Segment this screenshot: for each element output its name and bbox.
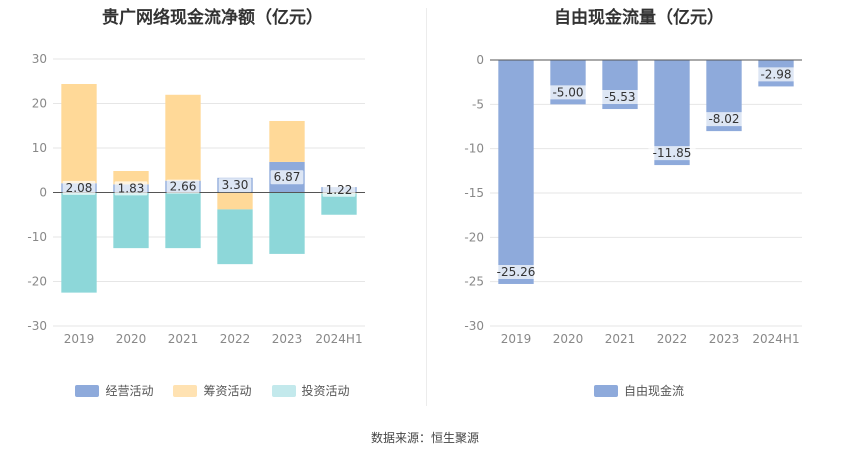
data-label-bg [648,146,696,161]
y-tick-label: 0 [39,186,47,200]
legend-item-investing[interactable]: 投资活动 [271,382,350,399]
legend-item-operating[interactable]: 经营活动 [75,382,153,399]
net-cashflow-chart-panel: 贵广网络现金流净额（亿元） 30 20 10 0 -10 -20 -30 2019 2020 20… [0,8,425,399]
y-tick-label: -30 [27,319,47,333]
bar-investing-2023[interactable] [269,192,305,254]
legend-swatch-free-cashflow [593,384,618,397]
bar-financing-2020[interactable] [113,171,149,185]
x-tick-label: 2024H1 [315,332,362,346]
legend-swatch-operating [75,384,100,397]
y-tick-label: 0 [476,53,484,67]
x-tick-label: 2024H1 [752,332,799,346]
net-cashflow-chart: 30 20 10 0 -10 -20 -30 2019 2020 2021 2022 2023 2024… [27,52,365,346]
y-tick-label: -10 [27,230,47,244]
y-tick-label: 20 [32,97,47,111]
data-label-operating-2023: 6.87 [274,170,301,184]
net-cashflow-legend: 经营活动 筹资活动 投资活动 [0,382,425,399]
data-label-bg [114,181,148,196]
data-label-operating-2020: 1.83 [118,181,145,195]
data-label-bg [756,67,796,82]
data-label-bg [166,179,200,194]
data-label-free-cashflow-2024H1: -2.98 [760,67,791,81]
bar-financing-2022[interactable] [217,192,253,210]
bar-financing-2023[interactable] [269,120,305,162]
free-cashflow-chart-title: 自由现金流量（亿元） [554,8,724,28]
data-label-operating-2024H1: 1.22 [326,183,353,197]
y-tick-label: -10 [464,142,484,156]
data-label-bg [270,170,304,185]
x-tick-label: 2023 [272,332,303,346]
y-tick-label: -20 [27,275,47,289]
legend-swatch-financing [173,384,198,397]
x-tick-label: 2020 [553,332,584,346]
y-tick-label: 10 [32,141,47,155]
bar-investing-2019[interactable] [61,192,97,293]
x-tick-label: 2021 [168,332,199,346]
bar-investing-2021[interactable] [165,192,201,249]
data-label-bg [704,112,744,127]
x-tick-label: 2022 [657,332,688,346]
legend-label-financing: 筹资活动 [203,384,252,398]
data-label-bg [492,264,540,279]
legend-label-operating: 经营活动 [105,384,154,398]
bar-investing-2024H1[interactable] [321,193,357,215]
panel-divider [426,8,427,406]
data-label-free-cashflow-2022: -11.85 [653,146,692,160]
legend-swatch-investing [271,384,296,397]
bar-investing-2020[interactable] [113,192,149,249]
x-tick-label: 2019 [501,332,532,346]
y-tick-label: 30 [32,52,47,66]
data-label-operating-2019: 2.08 [66,181,93,195]
free-cashflow-chart-panel: 自由现金流量（亿元） 0 -5 -10 -15 -20 -25 -30 2019 2020 202… [428,0,850,459]
data-source-note: 数据来源：恒生聚源 [370,431,479,445]
bar-financing-2021[interactable] [165,94,201,181]
free-cashflow-legend: 自由现金流 [428,382,850,399]
x-tick-label: 2020 [116,332,147,346]
data-label-free-cashflow-2020: -5.00 [552,85,583,99]
bar-free-cashflow-2019[interactable] [498,60,534,284]
legend-label-investing: 投资活动 [301,384,350,398]
x-tick-label: 2022 [220,332,251,346]
data-label-operating-2021: 2.66 [170,180,197,194]
legend-item-free-cashflow[interactable]: 自由现金流 [593,382,684,399]
x-tick-label: 2021 [605,332,636,346]
data-label-bg [218,178,252,193]
y-tick-label: -5 [472,97,484,111]
free-cashflow-chart: 0 -5 -10 -15 -20 -25 -30 2019 2020 2021 2022 2023 20… [464,53,802,346]
data-label-free-cashflow-2023: -8.02 [708,112,739,126]
data-label-free-cashflow-2021: -5.53 [604,90,635,104]
legend-item-financing[interactable]: 筹资活动 [173,382,252,399]
legend-label-free-cashflow: 自由现金流 [623,384,684,398]
data-label-free-cashflow-2019: -25.26 [497,265,536,279]
x-tick-label: 2019 [64,332,95,346]
data-label-bg [600,90,640,105]
data-label-bg [62,180,96,195]
net-cashflow-chart-title: 贵广网络现金流净额（亿元） [102,8,323,28]
y-tick-label: -15 [464,186,484,200]
data-label-bg [548,85,588,100]
y-tick-label: -30 [464,319,484,333]
bar-investing-2022[interactable] [217,209,253,265]
x-tick-label: 2023 [709,332,740,346]
data-label-operating-2022: 3.30 [222,178,249,192]
bar-financing-2019[interactable] [61,84,97,184]
y-tick-label: -20 [464,230,484,244]
data-label-bg [322,182,356,197]
y-tick-label: -25 [464,275,484,289]
